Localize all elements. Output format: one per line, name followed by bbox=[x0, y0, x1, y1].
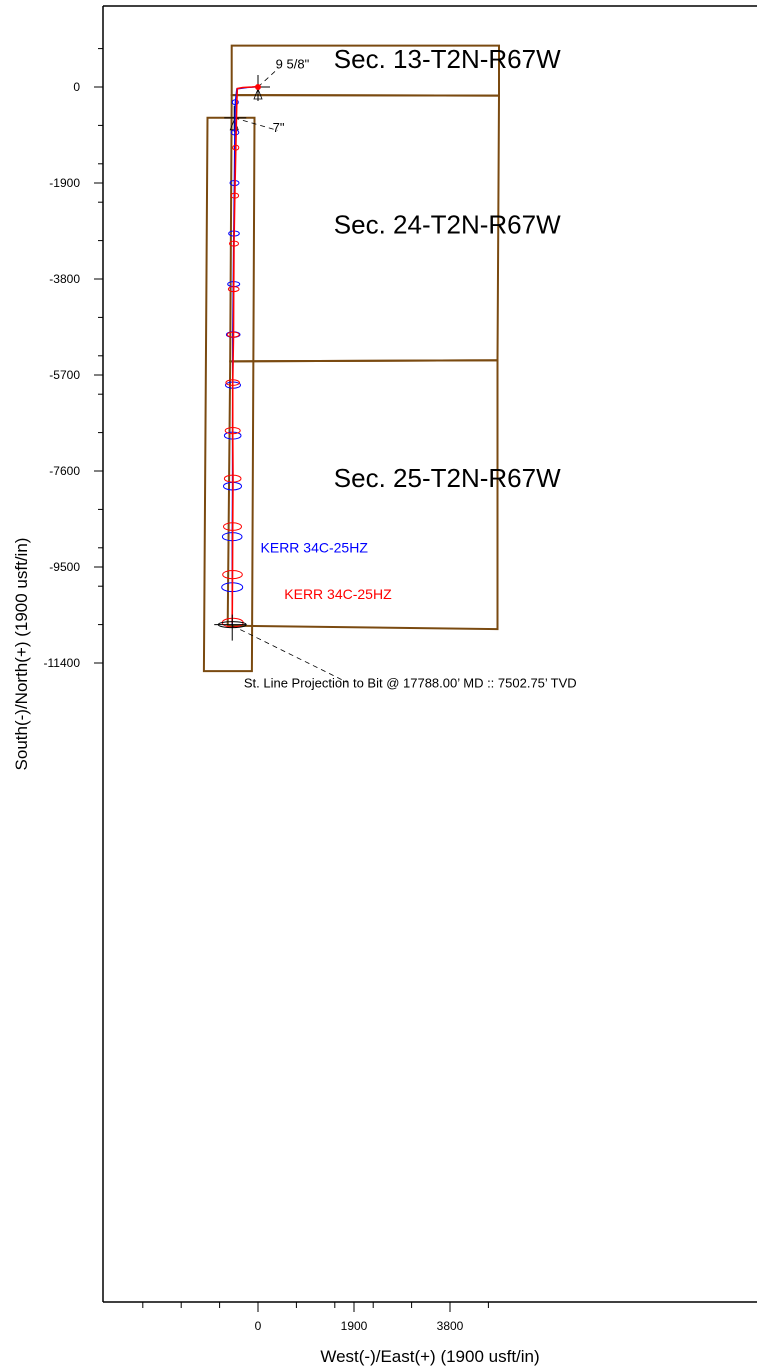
wellpath-series bbox=[214, 84, 261, 641]
section-label: Sec. 24-T2N-R67W bbox=[334, 210, 561, 240]
x-tick-label: 3800 bbox=[437, 1319, 464, 1333]
y-tick-label: -11400 bbox=[44, 656, 81, 670]
section-boundaries bbox=[226, 44, 501, 631]
x-tick-label: 0 bbox=[255, 1319, 262, 1333]
y-tick-label: -3800 bbox=[49, 272, 80, 286]
x-tick-label: 1900 bbox=[341, 1319, 368, 1333]
annotation-leader bbox=[234, 117, 278, 131]
section-boundary-3 bbox=[226, 359, 499, 631]
y-tick-label: -5700 bbox=[49, 368, 80, 382]
y-tick-label: -9500 bbox=[49, 560, 80, 574]
y-tick-label: -7600 bbox=[49, 464, 80, 478]
casing-marker bbox=[253, 87, 263, 100]
section-label: Sec. 13-T2N-R67W bbox=[334, 44, 561, 74]
y-tick-label: -1900 bbox=[49, 176, 80, 190]
axes bbox=[94, 5, 757, 1312]
series-line bbox=[231, 85, 259, 624]
surface-location-marker bbox=[255, 84, 261, 90]
chart-text: Sec. 13-T2N-R67W Sec. 24-T2N-R67W Sec. 25-… bbox=[12, 44, 577, 1366]
series-label: KERR 34C-25HZ bbox=[284, 586, 392, 602]
series-label: KERR 34C-25HZ bbox=[261, 539, 369, 555]
y-axis-title: South(-)/North(+) (1900 usft/in) bbox=[12, 538, 31, 771]
y-tick-label: 0 bbox=[73, 80, 80, 94]
annotation-label: 9 5/8" bbox=[276, 56, 310, 71]
annotation-leader bbox=[232, 625, 348, 683]
section-label: Sec. 25-T2N-R67W bbox=[334, 463, 561, 493]
x-axis-title: West(-)/East(+) (1900 usft/in) bbox=[320, 1347, 539, 1366]
annotation-label: St. Line Projection to Bit @ 17788.00’ M… bbox=[244, 675, 577, 690]
annotation-label: 7" bbox=[273, 120, 285, 135]
annotation-leader bbox=[257, 70, 276, 88]
